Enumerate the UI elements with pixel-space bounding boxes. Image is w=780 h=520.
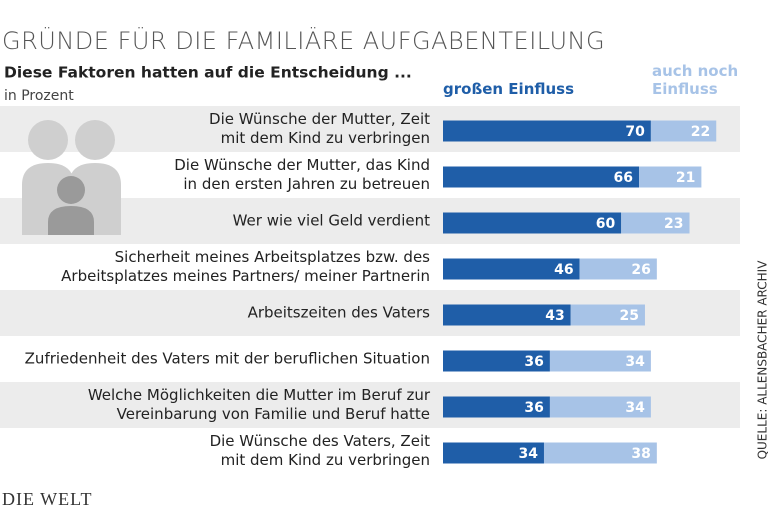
value-label: 38 — [631, 446, 650, 462]
bar-segment — [650, 120, 717, 142]
value-label: 25 — [619, 308, 638, 324]
category-label: Wer wie viel Geld verdient — [233, 212, 430, 230]
bar-segment — [443, 304, 571, 326]
category-label: Arbeitsplatzes meines Partners/ meiner P… — [61, 267, 430, 285]
bar-segment — [621, 212, 690, 234]
category-label: Arbeitszeiten des Vaters — [248, 304, 431, 322]
value-label: 70 — [625, 124, 645, 140]
category-label: Zufriedenheit des Vaters mit der berufli… — [25, 350, 430, 368]
value-label: 43 — [545, 308, 564, 324]
value-label: 21 — [676, 170, 695, 186]
value-label: 34 — [518, 446, 538, 462]
value-label: 46 — [554, 262, 573, 278]
chart-title: GRÜNDE FÜR DIE FAMILIÄRE AUFGABENTEILUNG — [2, 25, 605, 55]
value-label: 66 — [614, 170, 633, 186]
bar-segment — [443, 258, 580, 280]
bar-segment — [443, 166, 640, 188]
category-label: Die Wünsche der Mutter, Zeit — [209, 110, 430, 128]
category-label: in den ersten Jahren zu betreuen — [183, 175, 430, 193]
bar-segment — [543, 442, 657, 464]
value-label: 26 — [631, 262, 650, 278]
category-label: mit dem Kind zu verbringen — [221, 451, 430, 469]
bar-segment — [443, 396, 550, 418]
legend-entry: auch noch Einfluss — [652, 62, 739, 98]
value-label: 22 — [691, 124, 710, 140]
category-label: Die Wünsche des Vaters, Zeit — [210, 432, 431, 450]
logo: DIE WELT — [2, 489, 93, 509]
bar-segment — [639, 166, 702, 188]
legend-entry: großen Einfluss — [443, 80, 575, 98]
source: QUELLE: ALLENSBACHER ARCHIV — [756, 260, 770, 460]
bar-segment — [549, 350, 651, 372]
value-label: 34 — [625, 354, 645, 370]
category-label: Welche Möglichkeiten die Mutter im Beruf… — [88, 386, 431, 404]
value-label: 23 — [664, 216, 683, 232]
chart-subtitle: Diese Faktoren hatten auf die Entscheidu… — [4, 64, 412, 82]
value-label: 60 — [596, 216, 616, 232]
category-label: Sicherheit meines Arbeitsplatzes bzw. de… — [115, 248, 431, 266]
category-label: Vereinbarung von Familie und Beruf hatte — [117, 405, 430, 423]
bar-segment — [443, 442, 544, 464]
category-label: Die Wünsche der Mutter, das Kind — [174, 156, 430, 174]
bar-segment — [443, 350, 550, 372]
family-icon — [22, 120, 121, 235]
bar-segment — [443, 212, 622, 234]
bar-segment — [549, 396, 651, 418]
value-label: 36 — [524, 354, 543, 370]
category-label: mit dem Kind zu verbringen — [221, 129, 430, 147]
bar-segment — [443, 120, 651, 142]
bar-segment — [570, 304, 645, 326]
value-label: 34 — [625, 400, 645, 416]
unit-note: in Prozent — [4, 88, 74, 104]
value-label: 36 — [524, 400, 543, 416]
bar-segment — [579, 258, 657, 280]
